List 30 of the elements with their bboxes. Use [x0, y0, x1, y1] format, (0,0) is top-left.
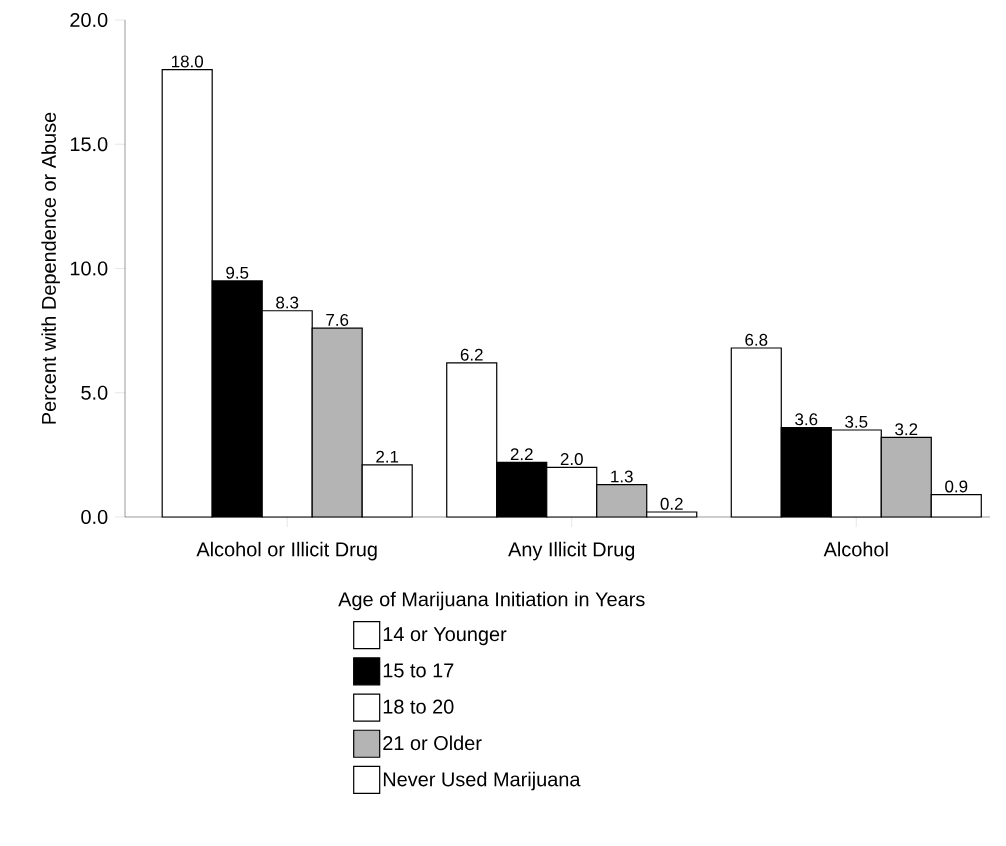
legend-label: 15 to 17: [383, 663, 454, 678]
data-label: 6.2: [460, 348, 483, 361]
legend-title: Age of Marijuana Initiation in Years: [338, 591, 645, 611]
data-label: 0.9: [945, 480, 968, 493]
x-tick-label: Any Illicit Drug: [508, 541, 635, 561]
data-label: 7.6: [326, 313, 349, 326]
y-tick-label: 20.0: [70, 12, 108, 28]
data-label: 1.3: [611, 470, 633, 483]
legend-label: 14 or Younger: [383, 627, 507, 646]
data-label: 0.2: [660, 497, 683, 510]
y-tick-label: 5.0: [81, 385, 108, 400]
data-label: 2.2: [510, 448, 533, 461]
x-tick-label: Alcohol: [823, 541, 888, 557]
data-label: 2.1: [376, 450, 399, 463]
data-label: 3.5: [845, 415, 868, 428]
data-label: 9.5: [226, 266, 249, 279]
y-tick-label: 10.0: [70, 261, 108, 276]
y-tick-label: 15.0: [70, 137, 108, 152]
data-label: 18.0: [172, 55, 204, 68]
legend-label: Never Used Marijuana: [383, 771, 581, 791]
data-label: 2.0: [560, 453, 583, 466]
data-label: 8.3: [276, 296, 299, 309]
data-label: 6.8: [745, 333, 768, 346]
x-tick-label: Alcohol or Illicit Drug: [196, 541, 377, 561]
y-axis-title: Percent with Dependence or Abuse: [41, 112, 60, 424]
legend-label: 18 to 20: [383, 699, 454, 714]
data-label: 3.2: [895, 423, 918, 436]
y-tick-label: 0.0: [81, 509, 108, 525]
data-label: 3.6: [795, 413, 818, 426]
legend-label: 21 or Older: [383, 735, 482, 751]
